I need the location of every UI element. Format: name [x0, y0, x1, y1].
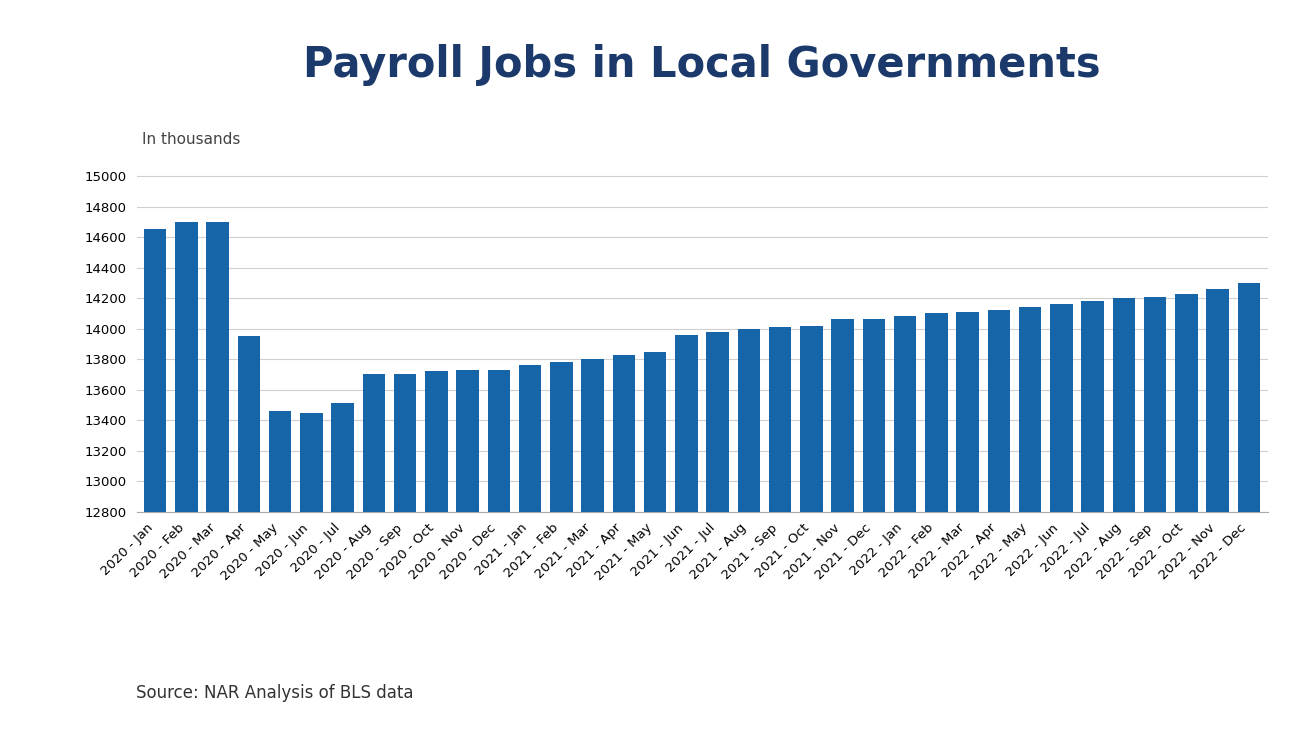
Bar [394, 374, 416, 731]
Bar [863, 319, 885, 731]
Bar [768, 327, 792, 731]
Bar [1175, 294, 1197, 731]
Bar [176, 221, 198, 731]
Bar [363, 374, 385, 731]
Bar [238, 336, 260, 731]
Bar [737, 329, 760, 731]
Bar [706, 332, 729, 731]
Bar [1019, 307, 1041, 731]
Bar [207, 221, 229, 731]
Bar [488, 370, 510, 731]
Bar [300, 412, 322, 731]
Bar [581, 359, 604, 731]
Bar [1238, 283, 1260, 731]
Text: Source: NAR Analysis of BLS data: Source: NAR Analysis of BLS data [136, 683, 413, 702]
Bar [926, 314, 948, 731]
Bar [144, 230, 166, 731]
Bar [269, 411, 291, 731]
Bar [800, 325, 823, 731]
Bar [1144, 297, 1166, 731]
Bar [519, 366, 541, 731]
Bar [1082, 301, 1104, 731]
Bar [675, 335, 698, 731]
Bar [1050, 304, 1072, 731]
Bar [550, 362, 573, 731]
Text: In thousands: In thousands [142, 132, 240, 147]
Title: Payroll Jobs in Local Governments: Payroll Jobs in Local Governments [303, 45, 1101, 86]
Bar [332, 404, 354, 731]
Bar [456, 370, 478, 731]
Bar [1206, 289, 1228, 731]
Bar [831, 319, 854, 731]
Bar [894, 317, 916, 731]
Bar [612, 355, 636, 731]
Bar [988, 311, 1010, 731]
Bar [644, 352, 667, 731]
Bar [425, 371, 447, 731]
Bar [957, 312, 979, 731]
Bar [1113, 298, 1135, 731]
